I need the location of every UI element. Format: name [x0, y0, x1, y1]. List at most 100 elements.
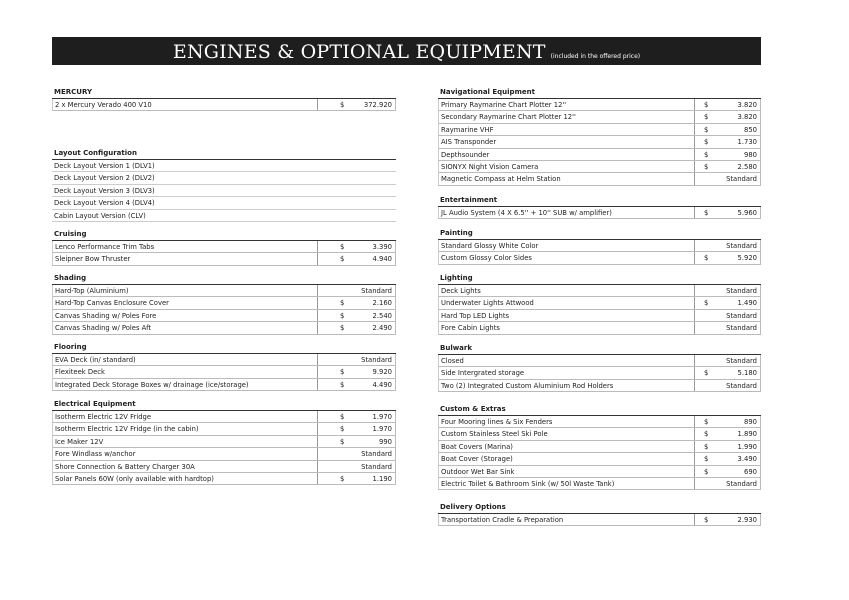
table-row: Shore Connection & Battery Charger 30A St…	[52, 460, 396, 473]
price-cell: $1.730	[694, 136, 760, 148]
section-heading: Lighting	[438, 273, 761, 285]
table-row: Deck Lights Standard	[438, 285, 761, 298]
price-cell: $1.490	[694, 297, 760, 309]
table-row: Canvas Shading w/ Poles Fore $2.540	[52, 309, 396, 323]
item-price: 1.890	[737, 430, 757, 439]
price-cell: $980	[694, 148, 760, 160]
item-label: Transportation Cradle & Preparation	[441, 516, 564, 524]
price-cell: $3.820	[694, 99, 760, 111]
table-row: Solar Panels 60W (only available with ha…	[52, 472, 396, 486]
currency-symbol: $	[704, 101, 709, 109]
table-row: Outdoor Wet Bar Sink $690	[438, 465, 761, 478]
item-label: Deck Layout Version 3 (DLV3)	[54, 186, 155, 195]
item-label: Custom Stainless Steel Ski Pole	[441, 430, 548, 439]
item-price: 1.490	[737, 299, 757, 308]
item-price: Standard	[726, 311, 757, 320]
price-cell: $2.490	[317, 322, 395, 334]
item-label: Hard-Top (Aluminium)	[55, 287, 129, 295]
item-price: 2.540	[372, 311, 392, 320]
price-cell: $2.930	[694, 514, 760, 526]
currency-symbol: $	[340, 474, 345, 483]
currency-symbol: $	[704, 467, 709, 476]
section-flooring: Flooring EVA Deck (in/ standard) Standard F…	[52, 342, 396, 392]
section-heading: Custom & Extras	[438, 404, 761, 416]
table-row: Ice Maker 12V $990	[52, 435, 396, 449]
item-label: Integrated Deck Storage Boxes w/ drainag…	[55, 380, 249, 389]
price-cell: $5.180	[694, 367, 760, 379]
item-price: 890	[744, 418, 757, 426]
item-label: Outdoor Wet Bar Sink	[441, 467, 515, 476]
item-price: 3.820	[737, 113, 757, 122]
item-price: 990	[379, 437, 392, 446]
currency-symbol: $	[704, 150, 709, 159]
price-cell: Standard	[317, 285, 395, 297]
item-price: Standard	[361, 450, 392, 459]
item-price: Standard	[361, 356, 392, 364]
table-row: Hard Top LED Lights Standard	[438, 309, 761, 323]
item-label: SIONYX Night Vision Camera	[441, 162, 539, 171]
item-price: 5.960	[737, 209, 757, 217]
table-row: Lenco Performance Trim Tabs $3.390	[52, 241, 396, 254]
table-row: Transportation Cradle & Preparation $2.93…	[438, 514, 761, 527]
price-cell: $1.990	[694, 440, 760, 453]
currency-symbol: $	[340, 368, 345, 377]
table-row: Custom Glossy Color Sides $5.920	[438, 252, 761, 265]
section-heading: Painting	[438, 228, 761, 240]
currency-symbol: $	[704, 455, 709, 464]
item-label: Side Intergrated storage	[441, 369, 525, 378]
item-price: Standard	[726, 175, 757, 184]
currency-symbol: $	[704, 209, 709, 217]
price-cell: $4.490	[317, 378, 395, 391]
section-bulwark: Bulwark Closed Standard Side Intergrated st…	[438, 343, 761, 393]
item-price: 2.160	[372, 299, 392, 308]
table-row: SIONYX Night Vision Camera $2.580	[438, 160, 761, 174]
item-label: Flexiteek Deck	[55, 368, 105, 377]
table-row: Fore Windlass w/anchor Standard	[52, 448, 396, 461]
currency-symbol: $	[704, 442, 709, 451]
item-price: 1.970	[372, 413, 392, 421]
table-row: AIS Transponder $1.730	[438, 136, 761, 149]
section-shading: Shading Hard-Top (Aluminium) Standard Hard-…	[52, 273, 396, 335]
table-row: Custom Stainless Steel Ski Pole $1.890	[438, 428, 761, 441]
item-label: Hard-Top Canvas Enclosure Cover	[55, 299, 169, 308]
item-label: Raymarine VHF	[441, 125, 494, 134]
section-heading: Electrical Equipment	[52, 399, 396, 411]
table-row: Hard-Top (Aluminium) Standard	[52, 285, 396, 298]
item-label: Closed	[441, 357, 464, 365]
item-label: Two (2) Integrated Custom Aluminium Rod …	[441, 381, 614, 390]
item-label: Magnetic Compass at Helm Station	[441, 175, 561, 184]
price-cell: Standard	[317, 354, 395, 366]
price-cell: $850	[694, 123, 760, 136]
table-row: Four Mooring lines & Six Fenders $890	[438, 416, 761, 429]
table-row: Hard-Top Canvas Enclosure Cover $2.160	[52, 297, 396, 310]
currency-symbol: $	[340, 299, 345, 308]
price-cell: Standard	[694, 379, 760, 392]
price-cell: $990	[317, 435, 395, 448]
price-cell: $3.390	[317, 241, 395, 253]
item-label: Lenco Performance Trim Tabs	[55, 243, 155, 251]
item-price: 3.490	[737, 455, 757, 464]
section-mercury: MERCURY 2 x Mercury Verado 400 V10 $372.92…	[52, 87, 396, 112]
price-cell: $690	[694, 465, 760, 477]
item-price: 1.730	[737, 138, 757, 147]
price-cell: $9.920	[317, 366, 395, 378]
section-heading: Shading	[52, 273, 396, 285]
price-cell: Standard	[694, 477, 760, 490]
item-price: 1.990	[737, 442, 757, 451]
price-cell: $2.580	[694, 160, 760, 173]
section-heading: Cruising	[52, 229, 396, 241]
item-label: Ice Maker 12V	[55, 437, 104, 446]
table-row: Canvas Shading w/ Poles Aft $2.490	[52, 322, 396, 335]
table-row: Two (2) Integrated Custom Aluminium Rod …	[438, 379, 761, 393]
section-electrical-equipment: Electrical Equipment Isotherm Electric 12…	[52, 399, 396, 486]
item-label: Four Mooring lines & Six Fenders	[441, 418, 553, 426]
item-label: Boat Cover (Storage)	[441, 455, 513, 464]
currency-symbol: $	[704, 254, 709, 263]
item-price: Standard	[726, 479, 757, 488]
price-cell: Standard	[694, 240, 760, 252]
section-heading: Entertainment	[438, 195, 761, 207]
price-cell: $5.960	[694, 207, 760, 219]
item-label: Cabin Layout Version (CLV)	[54, 211, 146, 220]
item-price: 2.580	[737, 162, 757, 171]
section-lighting: Lighting Deck Lights Standard Underwater Li…	[438, 273, 761, 335]
